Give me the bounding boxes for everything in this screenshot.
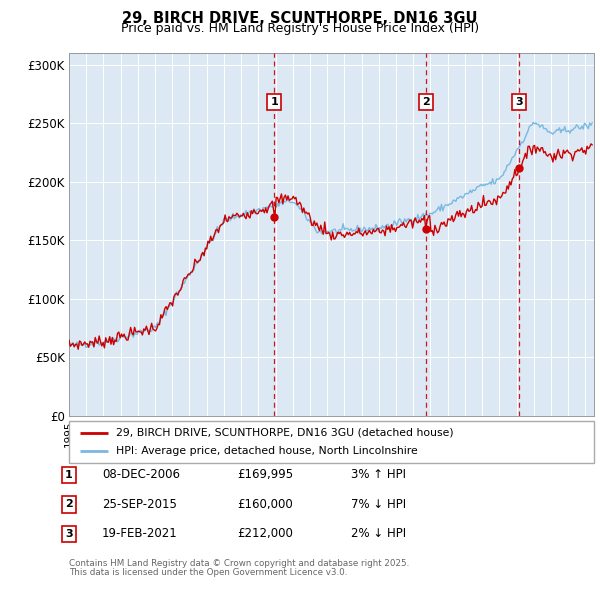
Text: Contains HM Land Registry data © Crown copyright and database right 2025.: Contains HM Land Registry data © Crown c… — [69, 559, 409, 568]
Text: Price paid vs. HM Land Registry's House Price Index (HPI): Price paid vs. HM Land Registry's House … — [121, 22, 479, 35]
Text: £160,000: £160,000 — [237, 498, 293, 511]
Text: HPI: Average price, detached house, North Lincolnshire: HPI: Average price, detached house, Nort… — [116, 446, 418, 456]
Text: 2% ↓ HPI: 2% ↓ HPI — [351, 527, 406, 540]
Text: £169,995: £169,995 — [237, 468, 293, 481]
Text: 19-FEB-2021: 19-FEB-2021 — [102, 527, 178, 540]
Text: 29, BIRCH DRIVE, SCUNTHORPE, DN16 3GU: 29, BIRCH DRIVE, SCUNTHORPE, DN16 3GU — [122, 11, 478, 25]
Text: 1: 1 — [271, 97, 278, 107]
Text: 29, BIRCH DRIVE, SCUNTHORPE, DN16 3GU (detached house): 29, BIRCH DRIVE, SCUNTHORPE, DN16 3GU (d… — [116, 428, 454, 438]
Text: 3: 3 — [65, 529, 73, 539]
Text: 3: 3 — [515, 97, 523, 107]
Text: This data is licensed under the Open Government Licence v3.0.: This data is licensed under the Open Gov… — [69, 568, 347, 577]
Text: 2: 2 — [422, 97, 430, 107]
Text: 7% ↓ HPI: 7% ↓ HPI — [351, 498, 406, 511]
Text: 25-SEP-2015: 25-SEP-2015 — [102, 498, 177, 511]
Text: 3% ↑ HPI: 3% ↑ HPI — [351, 468, 406, 481]
Text: 2: 2 — [65, 500, 73, 509]
Text: 08-DEC-2006: 08-DEC-2006 — [102, 468, 180, 481]
Text: 1: 1 — [65, 470, 73, 480]
Text: £212,000: £212,000 — [237, 527, 293, 540]
